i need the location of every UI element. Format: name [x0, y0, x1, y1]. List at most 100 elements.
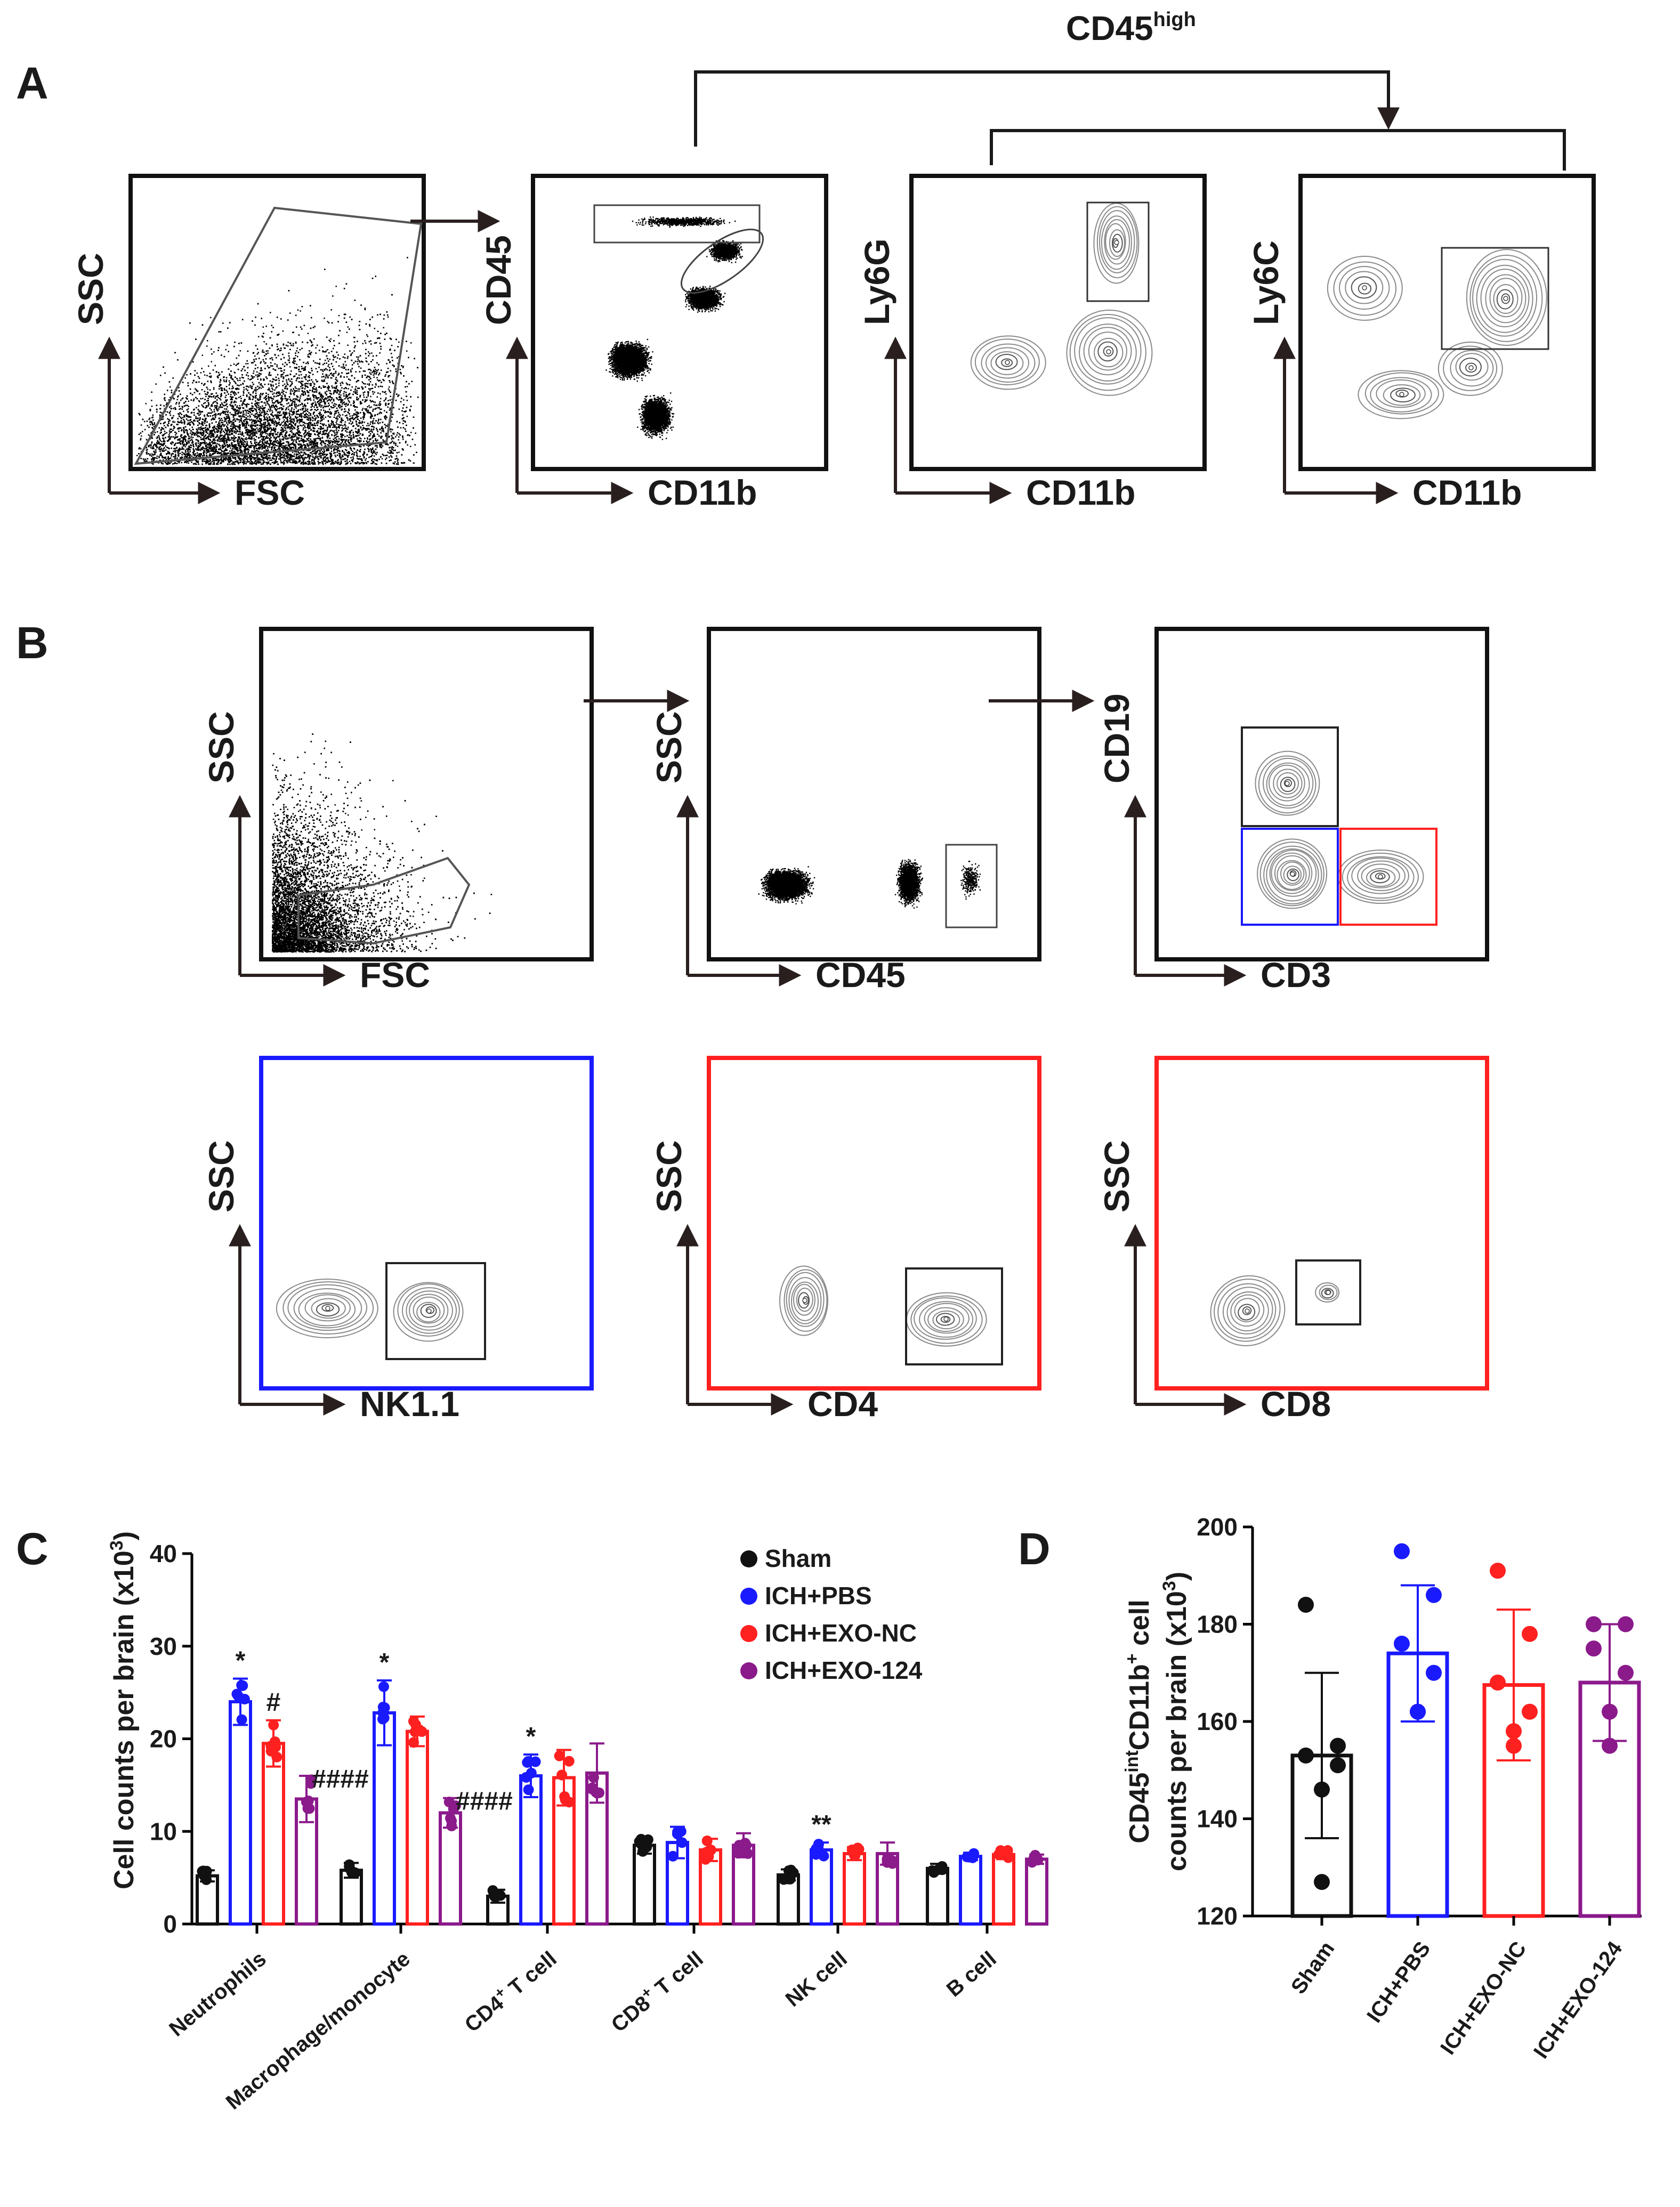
scatter-dot	[198, 429, 200, 430]
scatter-dot	[286, 381, 288, 383]
scatter-dot	[271, 410, 273, 411]
scatter-dot	[306, 423, 308, 425]
scatter-dot	[345, 397, 347, 399]
scatter-dot	[257, 374, 259, 376]
scatter-dot	[230, 365, 232, 366]
scatter-dot	[266, 455, 268, 457]
scatter-dot	[367, 383, 368, 385]
scatter-dot	[286, 407, 287, 409]
scatter-dot	[214, 448, 216, 449]
scatter-dot	[208, 444, 209, 446]
scatter-dot	[304, 383, 306, 385]
scatter-dot	[355, 411, 357, 413]
scatter-dot	[312, 425, 314, 426]
scatter-dot	[349, 316, 351, 318]
scatter-dot	[266, 400, 268, 402]
scatter-dot	[266, 413, 268, 414]
scatter-dot	[272, 389, 274, 391]
scatter-dot	[389, 452, 390, 454]
scatter-dot	[272, 398, 274, 400]
scatter-dot	[358, 398, 359, 400]
scatter-dot	[165, 445, 166, 447]
scatter-dot	[336, 433, 338, 435]
scatter-dot	[245, 431, 247, 433]
scatter-dot	[197, 430, 198, 432]
scatter-dot	[335, 449, 336, 450]
scatter-dot	[174, 448, 176, 449]
scatter-dot	[348, 455, 350, 456]
scatter-dot	[385, 427, 386, 429]
scatter-dot	[178, 403, 180, 405]
scatter-dot	[213, 395, 215, 397]
scatter-dot	[243, 425, 245, 427]
scatter-dot	[268, 398, 270, 400]
scatter-dot	[161, 441, 163, 442]
scatter-dot	[175, 434, 176, 436]
scatter-dot	[232, 392, 234, 393]
scatter-dot	[259, 394, 261, 396]
scatter-dot	[268, 408, 269, 410]
scatter-dot	[338, 373, 340, 374]
scatter-dot	[221, 394, 223, 397]
scatter-dot	[310, 399, 312, 401]
scatter-dot	[256, 421, 258, 422]
scatter-dot	[342, 425, 344, 427]
scatter-dot	[314, 401, 316, 403]
scatter-dot	[313, 395, 314, 398]
scatter-dot	[289, 428, 291, 430]
scatter-dot	[239, 405, 240, 407]
scatter-dot	[255, 410, 257, 411]
scatter-dot	[203, 384, 205, 386]
scatter-dot	[160, 448, 163, 449]
scatter-dot	[308, 436, 310, 438]
scatter-dot	[255, 421, 257, 422]
scatter-dot	[253, 445, 255, 447]
panel-a-gating-bracket	[694, 70, 1566, 171]
scatter-dot	[273, 392, 275, 394]
scatter-dot	[410, 342, 412, 344]
scatter-dot	[223, 379, 225, 381]
scatter-dot	[222, 403, 223, 405]
scatter-dot	[216, 463, 218, 464]
scatter-dot	[294, 398, 296, 400]
scatter-dot	[301, 377, 303, 379]
scatter-dot	[319, 456, 321, 457]
scatter-dot	[213, 351, 215, 353]
scatter-dot	[323, 454, 325, 456]
scatter-dot	[324, 317, 325, 319]
scatter-dot	[380, 456, 382, 458]
scatter-dot	[297, 454, 299, 455]
panel-letter-b: B	[16, 618, 49, 668]
scatter-dot	[225, 442, 227, 444]
scatter-dot	[173, 463, 175, 464]
scatter-dot	[263, 397, 265, 399]
scatter-dot	[337, 374, 339, 376]
scatter-dot	[231, 445, 233, 447]
scatter-dot	[198, 455, 200, 457]
scatter-dot	[297, 431, 299, 433]
scatter-dot	[284, 414, 285, 416]
scatter-dot	[260, 368, 262, 369]
scatter-dot	[258, 406, 260, 408]
scatter-dot	[298, 418, 301, 420]
scatter-dot	[329, 452, 330, 454]
scatter-dot	[373, 455, 375, 457]
scatter-dot	[262, 437, 264, 439]
scatter-dot	[301, 425, 303, 427]
panel-letter-d: D	[1018, 1524, 1051, 1574]
scatter-dot	[308, 434, 309, 436]
scatter-dot	[300, 386, 302, 387]
scatter-dot	[190, 416, 192, 418]
scatter-dot	[162, 463, 164, 465]
scatter-dot	[244, 447, 246, 449]
scatter-dot	[156, 437, 158, 439]
scatter-dot	[294, 420, 295, 422]
scatter-dot	[229, 412, 231, 414]
scatter-dot	[251, 429, 253, 431]
scatter-dot	[306, 433, 308, 434]
scatter-dot	[240, 420, 242, 422]
scatter-dot	[322, 351, 324, 353]
scatter-dot	[334, 440, 336, 442]
scatter-dot	[239, 407, 241, 408]
scatter-dot	[213, 389, 215, 390]
